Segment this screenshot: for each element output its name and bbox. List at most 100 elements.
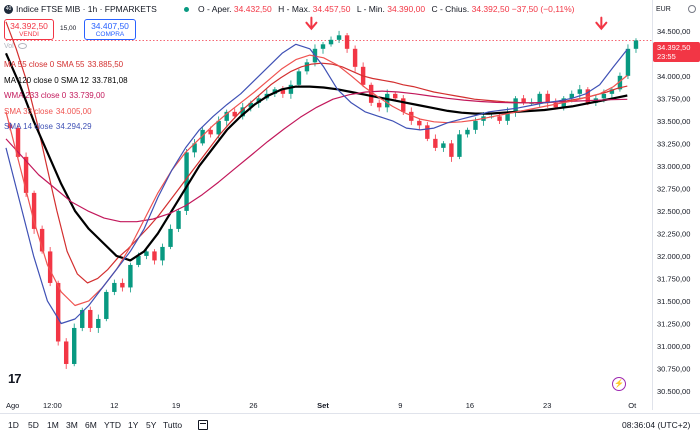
buy-price: 34.407,50 [91, 21, 129, 31]
currency-label[interactable]: EUR [656, 6, 671, 13]
ohlc-open-label: O - Aper. [198, 4, 232, 14]
y-tick-label: 32.250,00 [657, 229, 690, 238]
market-open-icon [184, 7, 189, 12]
candle-body [457, 134, 462, 157]
timeframe-all[interactable]: Tutto [163, 420, 183, 430]
bolt-icon[interactable]: ⚡ [612, 377, 626, 391]
y-tick-label: 33.750,00 [657, 94, 690, 103]
series-line [5, 43, 628, 325]
candle-body [601, 93, 607, 99]
clock[interactable]: 08:36:04 (UTC+2) [622, 420, 691, 430]
legend-sma14[interactable]: SMA 14 close 34.294,29 [4, 119, 128, 135]
y-tick-label: 31.250,00 [657, 319, 690, 328]
candle-body [521, 98, 526, 103]
candle-body [513, 98, 518, 112]
candle-body [609, 89, 615, 94]
candle-body [409, 111, 414, 121]
ohlc-values: O - Aper. 34.432,50 H - Max. 34.457,50 L… [198, 4, 578, 14]
series-line [4, 52, 628, 262]
candle-body [545, 93, 550, 103]
legend-ma55[interactable]: MA 55 close 0 SMA 55 33.885,50 [4, 57, 128, 73]
buy-button[interactable]: 34.407,50 COMPRA [84, 19, 136, 40]
candle-body [441, 143, 446, 148]
legend-wma233[interactable]: WMA 233 close 0 33.739,00 [4, 88, 128, 104]
candle-body [208, 129, 213, 135]
candle-body [88, 309, 93, 328]
timeframe-3m[interactable]: 3M [66, 420, 78, 430]
candle-body [376, 102, 382, 108]
indicator-legend: MA 55 close 0 SMA 55 33.885,50 MA 120 clo… [4, 57, 128, 135]
candle-body [144, 251, 149, 256]
legend-value: 34.005,00 [55, 106, 92, 116]
x-tick-label: Ot [628, 401, 637, 410]
legend-label: SMA 33 close [4, 106, 53, 116]
x-tick-label: Set [317, 401, 329, 410]
price-axis[interactable] [652, 0, 700, 410]
ohlc-low-label: L - Min. [356, 4, 385, 14]
y-tick-label: 32.500,00 [657, 207, 690, 216]
peak-arrow-marker [595, 16, 608, 31]
candle-body [136, 255, 141, 265]
candle-body [120, 282, 125, 288]
x-tick-label: 12:00 [43, 401, 62, 410]
x-tick-label: 16 [466, 401, 474, 410]
timeframe-1m[interactable]: 1M [47, 420, 59, 430]
candle-body [168, 228, 173, 247]
y-tick-label: 34.000,00 [657, 72, 690, 81]
bottom-toolbar: 1D 5D 1M 3M 6M YTD 1Y 5Y Tutto 08:36:04 … [0, 413, 700, 437]
candle-body [248, 102, 253, 108]
candle-body [569, 93, 574, 99]
y-tick-label: 32.750,00 [657, 184, 690, 193]
candle-body [497, 116, 502, 121]
ohlc-high-label: H - Max. [278, 4, 311, 14]
ohlc-open-value: 34.432,50 [233, 4, 272, 14]
candle-body [288, 84, 294, 94]
timeframe-5y[interactable]: 5Y [146, 420, 157, 430]
peak-arrow-marker [305, 16, 318, 31]
timeframe-1y[interactable]: 1Y [128, 420, 139, 430]
y-tick-label: 33.000,00 [657, 162, 690, 171]
candle-body [393, 93, 398, 99]
candle-body [152, 251, 157, 261]
candle-body [328, 39, 334, 45]
timeframe-1d[interactable]: 1D [8, 420, 19, 430]
calendar-icon[interactable] [198, 420, 208, 430]
volume-indicator[interactable]: Vol [4, 43, 27, 50]
candle-body [304, 62, 310, 72]
tradingview-logo[interactable]: 17 [8, 371, 22, 386]
candle-body [336, 35, 342, 40]
ohlc-close-label: C - Chius. [431, 4, 470, 14]
last-price-tag: 34.392,50 23:55 [653, 42, 700, 62]
x-tick-label: 23 [543, 401, 551, 410]
candle-body [553, 102, 558, 108]
sell-button[interactable]: 34.392,50 VENDI [4, 19, 54, 40]
candle-body [465, 129, 470, 135]
candle-body [112, 282, 117, 292]
legend-ma120[interactable]: MA 120 close 0 SMA 12 33.781,08 [4, 73, 128, 89]
legend-label: MA 55 close 0 SMA 55 [4, 60, 85, 69]
eye-icon[interactable] [17, 43, 27, 50]
spread-value: 15,00 [60, 25, 77, 32]
timeframe-6m[interactable]: 6M [85, 420, 97, 430]
ohlc-close-value: 34.392,50 −37,50 (−0,11%) [471, 4, 575, 14]
candle-body [625, 48, 631, 76]
candle-body [224, 111, 229, 121]
candle-body [473, 120, 478, 130]
buy-label: COMPRA [95, 30, 125, 38]
candle-body [176, 210, 181, 229]
candle-body [577, 89, 583, 94]
legend-value: 33.781,08 [91, 75, 128, 85]
timeframe-5d[interactable]: 5D [28, 420, 39, 430]
candle-body [39, 228, 45, 252]
chart-title[interactable]: Indice FTSE MIB · 1h · FPMARKETS [16, 4, 157, 14]
candle-body [55, 282, 61, 342]
scale-settings-icon[interactable] [688, 5, 696, 13]
candle-body [47, 251, 53, 283]
legend-sma33[interactable]: SMA 33 close 34.005,00 [4, 104, 128, 120]
y-tick-label: 31.000,00 [657, 342, 690, 351]
candle-body [192, 143, 197, 153]
timeframe-ytd[interactable]: YTD [104, 420, 121, 430]
symbol-logo-icon[interactable]: 40 [4, 5, 13, 14]
candle-body [104, 291, 109, 319]
candle-body [585, 89, 591, 103]
